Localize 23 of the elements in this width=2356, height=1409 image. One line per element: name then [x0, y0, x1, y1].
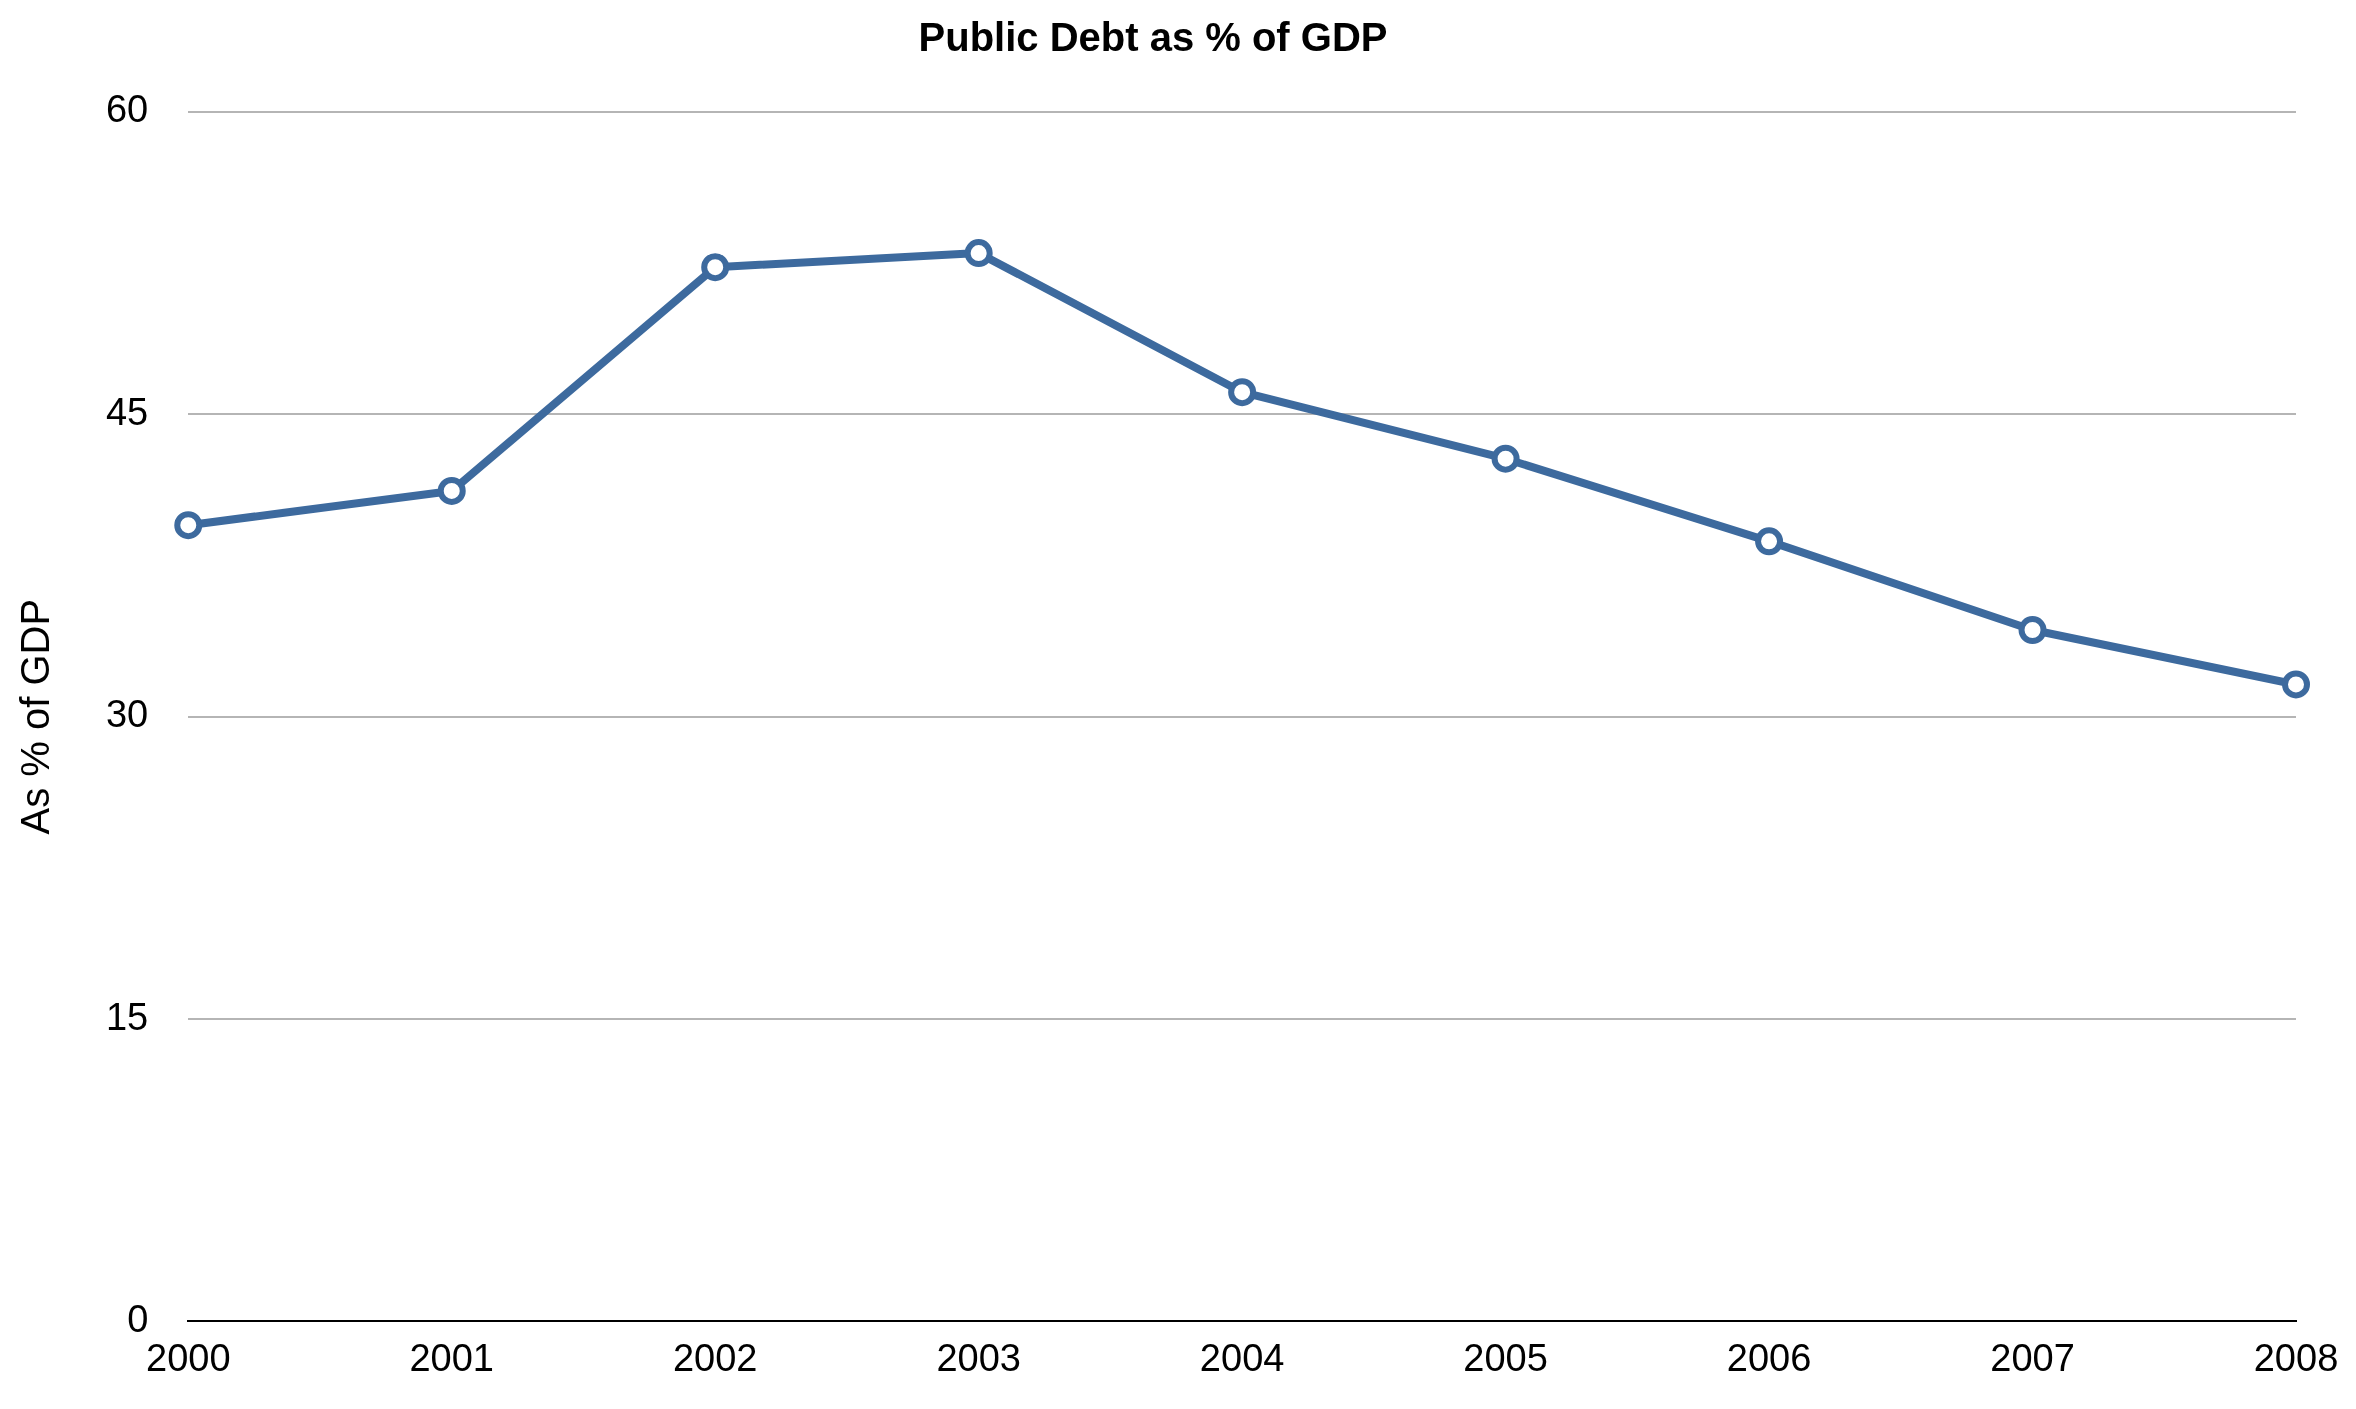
point	[437, 476, 466, 505]
x-tick-label: 2007	[1990, 1336, 2075, 1379]
y-tick-label: 30	[105, 693, 149, 736]
x-tick-label: 2001	[409, 1336, 495, 1379]
chart-title: Public Debt as % of GDP	[918, 15, 1388, 60]
point	[2018, 616, 2047, 645]
x-tick-label: 2006	[1726, 1336, 1812, 1379]
y-tick-label: 60	[105, 88, 149, 131]
x-tick-label: 2005	[1463, 1336, 1548, 1379]
y-tick-label: 15	[105, 995, 149, 1038]
point	[2282, 670, 2310, 699]
point	[1491, 444, 1520, 473]
point	[701, 253, 730, 282]
point	[1755, 527, 1784, 556]
point	[964, 239, 993, 268]
x-tick-label: 2004	[1199, 1336, 1285, 1379]
y-axis-title: As % of GDP	[13, 598, 58, 835]
x-tick-label: 2003	[936, 1336, 1021, 1379]
x-tick-label: 2002	[672, 1336, 758, 1379]
point	[174, 511, 203, 540]
y-tick-label: 45	[105, 390, 149, 433]
point	[1228, 378, 1257, 407]
x-tick-label: 2008	[2253, 1336, 2339, 1379]
